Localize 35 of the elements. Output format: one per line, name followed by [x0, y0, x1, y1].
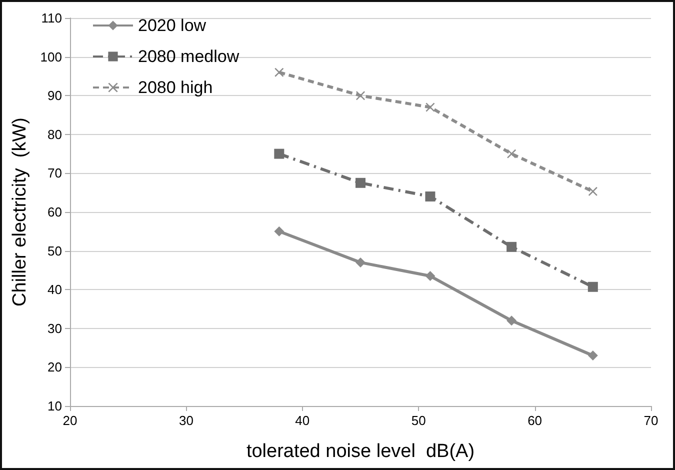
- point: [274, 68, 284, 77]
- y-tick-label: 80: [48, 126, 62, 142]
- point: [356, 178, 366, 188]
- x-axis-title: tolerated noise level dB(A): [246, 441, 475, 462]
- legend-label: 2080 medlow: [138, 47, 240, 66]
- x-tick-label: 50: [411, 413, 426, 428]
- y-tick-label: 10: [48, 398, 62, 414]
- x-tick-label: 40: [295, 413, 310, 428]
- legend-label: 2080 high: [138, 78, 213, 97]
- y-tick-label: 40: [48, 282, 62, 298]
- y-tick-label: 90: [48, 88, 62, 104]
- x-tick-label: 20: [62, 413, 78, 428]
- point: [425, 271, 436, 282]
- point: [506, 242, 517, 252]
- y-tick-label: 30: [48, 320, 62, 336]
- x-tick-label: 60: [528, 413, 542, 428]
- y-tick-label: 70: [48, 166, 62, 181]
- point: [274, 148, 284, 159]
- y-tick-label: 60: [48, 204, 62, 220]
- y-axis-title: Chiller electricity (kW): [9, 118, 30, 306]
- legend-label: 2020 low: [138, 16, 207, 35]
- point: [356, 257, 366, 268]
- x-tick-label: 30: [178, 413, 194, 428]
- point: [588, 186, 598, 196]
- point: [588, 282, 598, 292]
- point: [425, 191, 436, 202]
- y-tick-label: 110: [41, 10, 62, 26]
- point: [274, 226, 284, 236]
- point: [506, 316, 517, 326]
- y-tick-label: 100: [40, 49, 62, 64]
- y-tick-label: 20: [48, 360, 62, 375]
- y-tick-label: 50: [48, 243, 62, 258]
- point: [507, 149, 516, 158]
- x-tick-label: 70: [644, 413, 658, 428]
- point: [588, 350, 598, 361]
